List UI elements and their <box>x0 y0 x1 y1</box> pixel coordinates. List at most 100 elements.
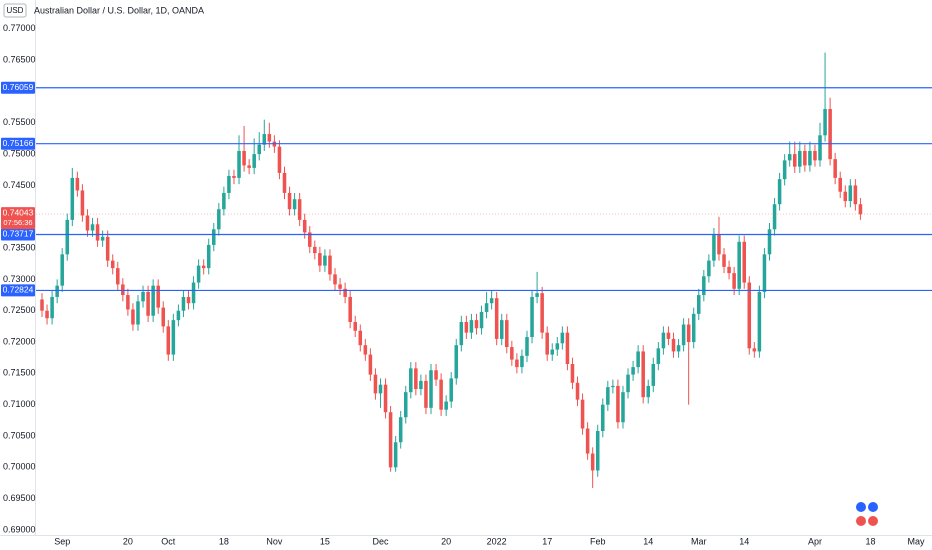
candle-body <box>833 159 837 178</box>
candle-body <box>151 285 155 316</box>
candle-body <box>368 354 373 375</box>
candle-body <box>414 368 418 390</box>
candle-body <box>515 359 519 368</box>
currency: USD <box>7 6 24 15</box>
x-tick-label: 20 <box>441 536 451 546</box>
countdown: 07:56:36 <box>3 218 32 227</box>
x-tick-label: Oct <box>161 536 176 546</box>
last-price-box <box>1 207 35 230</box>
candle-body <box>328 255 332 275</box>
candle-body <box>191 282 196 304</box>
candle-body <box>621 392 625 423</box>
candle-body <box>297 199 302 220</box>
candle-body <box>110 260 115 269</box>
candle-body <box>631 367 635 375</box>
candle-body <box>85 215 90 231</box>
candle-body <box>494 298 499 339</box>
candle-body <box>424 380 428 408</box>
y-tick-label: 0.73000 <box>3 274 36 284</box>
y-tick-label: 0.75000 <box>3 148 36 158</box>
candle-body <box>100 236 105 241</box>
candle-body <box>474 320 479 329</box>
candle-body <box>767 229 772 255</box>
candle-body <box>444 401 448 410</box>
candle-body <box>595 431 600 471</box>
candle-body <box>90 224 95 231</box>
candle-body <box>823 109 827 136</box>
candle-body <box>343 288 347 297</box>
candle-body <box>65 219 70 255</box>
candle-body <box>585 428 590 454</box>
level-label-box <box>1 228 35 241</box>
level-label: 0.73717 <box>3 229 34 239</box>
y-tick-label: 0.73500 <box>3 242 36 252</box>
candle-body <box>601 404 605 432</box>
candle-body <box>707 260 711 277</box>
candle-body <box>217 209 221 230</box>
candle-body <box>696 295 701 314</box>
candle-body <box>393 442 398 468</box>
candle-body <box>818 135 822 161</box>
candle-body <box>691 313 696 343</box>
candle-body <box>45 310 49 319</box>
candle-body <box>282 172 287 193</box>
candle-body <box>116 268 120 285</box>
candle-body <box>550 349 555 355</box>
y-tick-label: 0.77000 <box>3 23 36 33</box>
level-label: 0.76059 <box>3 82 34 92</box>
y-tick-label: 0.74500 <box>3 180 36 190</box>
candle-body <box>555 343 560 350</box>
candle-body <box>787 154 792 161</box>
candle-body <box>237 150 241 178</box>
candle-body <box>626 374 630 393</box>
candle-body <box>717 234 721 255</box>
candle-body <box>242 150 246 166</box>
candle-body <box>646 385 651 398</box>
candle-body <box>232 176 236 178</box>
candle-body <box>792 154 797 167</box>
candle-body <box>803 150 807 166</box>
candle-body <box>247 165 251 168</box>
candle-body <box>363 345 368 355</box>
candle-body <box>181 296 186 311</box>
candle-body <box>681 324 686 346</box>
candle-body <box>479 311 484 329</box>
candle-body <box>762 254 767 292</box>
candle-body <box>671 338 676 352</box>
candle-body <box>510 347 514 360</box>
candle-body <box>777 179 782 205</box>
candle-body <box>121 284 125 296</box>
candle-body <box>383 384 388 413</box>
candle-body <box>60 254 64 286</box>
candle-body <box>348 296 352 323</box>
candle-body <box>808 150 812 166</box>
candle-body <box>732 273 736 289</box>
x-tick-label: 15 <box>320 536 330 546</box>
candle-body <box>398 417 403 443</box>
candle-body <box>166 326 171 355</box>
candle-body <box>636 351 640 368</box>
x-tick-label: Apr <box>808 536 822 546</box>
currency-badge[interactable] <box>3 3 27 18</box>
candle-body <box>712 234 716 261</box>
candle-body <box>186 296 191 304</box>
candle-body <box>525 337 529 356</box>
candle-body <box>313 246 317 254</box>
candle-body <box>95 224 100 241</box>
candle-body <box>469 320 474 333</box>
candle-body <box>287 192 292 210</box>
candle-body <box>580 399 585 429</box>
candle-body <box>535 293 539 297</box>
candle-body <box>666 332 671 339</box>
y-tick-label: 0.71500 <box>3 368 36 378</box>
candle-body <box>606 387 610 405</box>
candle-body <box>505 320 509 348</box>
logo-icons[interactable] <box>856 502 878 526</box>
candle-body <box>333 274 337 285</box>
chart-title: Australian Dollar / U.S. Dollar, 1D, OAN… <box>34 5 204 15</box>
candle-body <box>80 190 85 216</box>
candle-body <box>686 324 691 343</box>
candle-body <box>307 232 312 247</box>
candle-body <box>358 330 363 346</box>
